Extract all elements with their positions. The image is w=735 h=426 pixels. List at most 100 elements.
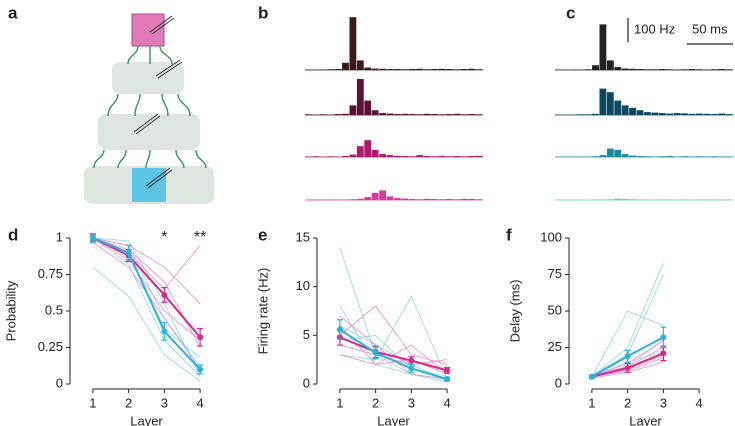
- histogram-bar: [379, 68, 386, 70]
- x-axis-label: Layer: [629, 413, 662, 426]
- histogram-bar: [453, 69, 461, 70]
- histogram-bar: [695, 156, 703, 157]
- mean-point: [660, 334, 667, 341]
- histogram-bar: [475, 69, 483, 70]
- histogram-bar: [423, 156, 431, 157]
- histogram-bar: [431, 199, 438, 200]
- histogram-bar: [584, 114, 592, 115]
- network-diagram: [84, 13, 214, 204]
- y-tick-label: 0: [56, 375, 63, 390]
- histogram-bar: [621, 105, 629, 115]
- histogram-bar: [386, 155, 394, 157]
- histogram-bar: [599, 155, 607, 157]
- histogram-bar: [394, 114, 401, 115]
- histogram-bar: [364, 197, 372, 200]
- layer-box: [98, 114, 200, 150]
- mean-point: [408, 365, 415, 372]
- trace-line: [92, 237, 201, 304]
- histogram-bar: [584, 69, 592, 70]
- histogram-bar: [379, 154, 386, 157]
- histogram-bar: [621, 154, 629, 157]
- mean-point: [336, 326, 343, 333]
- histogram-bar: [438, 68, 446, 70]
- histogram-bar: [356, 198, 364, 200]
- histogram-bar: [379, 113, 386, 115]
- histogram-bar: [577, 114, 585, 115]
- x-tick-label: 2: [372, 395, 379, 410]
- panel-label: b: [258, 3, 268, 22]
- histogram-bar: [386, 113, 394, 115]
- y-tick-label: 0.5: [45, 302, 63, 317]
- histogram-bar: [416, 199, 424, 200]
- mean-point: [444, 367, 451, 374]
- histogram-bar: [666, 113, 674, 115]
- histogram-bar: [644, 69, 651, 70]
- histogram-bar: [416, 155, 424, 157]
- histogram-bar: [371, 192, 379, 200]
- histogram-bar: [431, 114, 438, 115]
- histogram-bar: [614, 198, 622, 200]
- histogram-bar: [725, 114, 733, 115]
- trace-line: [339, 295, 448, 380]
- histogram-bar: [438, 114, 446, 115]
- trace-line: [591, 262, 664, 378]
- x-tick-label: 4: [197, 395, 204, 410]
- histogram-bar: [644, 112, 651, 115]
- trace-line: [339, 354, 448, 375]
- x-tick-label: 3: [660, 395, 667, 410]
- y-tick-label: 0: [303, 375, 310, 390]
- histogram-bar: [319, 114, 327, 115]
- electrodes: [133, 15, 183, 189]
- panel-label: c: [566, 3, 575, 22]
- x-tick-label: 2: [125, 395, 132, 410]
- panel-label: e: [258, 225, 267, 244]
- histogram-bar: [695, 69, 703, 70]
- histogram-bar: [718, 69, 725, 70]
- trace-line: [92, 242, 201, 370]
- histogram-bar: [599, 88, 607, 115]
- histogram-bar: [342, 62, 349, 70]
- histogram-bar: [356, 79, 364, 115]
- x-tick-label: 3: [408, 395, 415, 410]
- histogram-bar: [606, 60, 614, 70]
- histogram-bar: [423, 198, 431, 200]
- histogram-bar: [394, 155, 401, 157]
- histogram-bar: [629, 199, 636, 200]
- histogram-bar: [401, 113, 409, 115]
- histogram-bar: [453, 156, 461, 157]
- histogram-bar: [636, 69, 644, 70]
- histogram-bar: [371, 68, 379, 70]
- histogram-bar: [408, 69, 416, 70]
- histogram-bar: [629, 68, 636, 70]
- histogram-bar: [356, 60, 364, 70]
- histogram-bar: [445, 156, 453, 157]
- histogram-bar: [592, 156, 599, 157]
- x-tick-label: 1: [588, 395, 595, 410]
- histogram-bar: [408, 156, 416, 157]
- histogram-bar: [629, 107, 636, 115]
- histogram-bar: [416, 114, 424, 115]
- mean-point: [624, 353, 631, 360]
- significance: *: [161, 229, 167, 246]
- scale-bar-label: 50 ms: [692, 21, 728, 36]
- layer-box: [112, 62, 184, 94]
- y-tick-label: 15: [296, 229, 310, 244]
- histogram-bar: [349, 154, 357, 157]
- histogram-bar: [468, 68, 475, 70]
- mean-point: [197, 366, 204, 373]
- histogram-bar: [606, 199, 614, 200]
- histogram-bar: [710, 156, 718, 157]
- histogram-bar: [621, 199, 629, 200]
- trace-line: [92, 237, 201, 341]
- histogram-bar: [468, 199, 475, 200]
- trace-line: [92, 237, 201, 377]
- y-tick-label: 75: [548, 266, 562, 281]
- mean-line: [339, 328, 448, 381]
- scale-bar-label: 100 Hz: [634, 21, 675, 36]
- histogram-bar: [460, 114, 468, 115]
- histogram-bar: [673, 113, 681, 115]
- histogram-bar: [614, 149, 622, 157]
- histogram-bar: [651, 69, 659, 70]
- x-tick-label: 4: [696, 395, 703, 410]
